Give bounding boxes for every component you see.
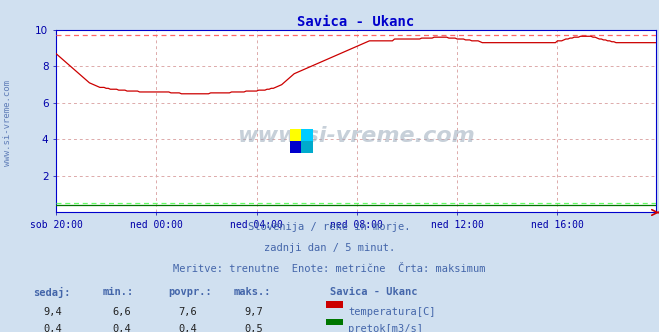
Bar xyxy=(290,129,301,141)
Text: sedaj:: sedaj: xyxy=(33,287,71,298)
Text: 6,6: 6,6 xyxy=(113,307,131,317)
Text: 0,4: 0,4 xyxy=(43,324,62,332)
Text: www.si-vreme.com: www.si-vreme.com xyxy=(237,126,474,146)
Text: Meritve: trenutne  Enote: metrične  Črta: maksimum: Meritve: trenutne Enote: metrične Črta: … xyxy=(173,264,486,274)
Text: zadnji dan / 5 minut.: zadnji dan / 5 minut. xyxy=(264,243,395,253)
Text: 0,5: 0,5 xyxy=(244,324,263,332)
Bar xyxy=(290,141,301,153)
Bar xyxy=(326,301,343,308)
Text: www.si-vreme.com: www.si-vreme.com xyxy=(3,80,13,166)
Text: maks.:: maks.: xyxy=(234,287,272,297)
Text: pretok[m3/s]: pretok[m3/s] xyxy=(348,324,423,332)
Text: min.:: min.: xyxy=(102,287,133,297)
Text: 9,4: 9,4 xyxy=(43,307,62,317)
Bar xyxy=(301,141,313,153)
Text: Slovenija / reke in morje.: Slovenija / reke in morje. xyxy=(248,222,411,232)
Bar xyxy=(326,319,343,325)
Title: Savica - Ukanc: Savica - Ukanc xyxy=(297,15,415,29)
Bar xyxy=(301,129,313,141)
Text: Savica - Ukanc: Savica - Ukanc xyxy=(330,287,417,297)
Text: 0,4: 0,4 xyxy=(113,324,131,332)
Text: 9,7: 9,7 xyxy=(244,307,263,317)
Text: 0,4: 0,4 xyxy=(179,324,197,332)
Text: povpr.:: povpr.: xyxy=(168,287,212,297)
Text: temperatura[C]: temperatura[C] xyxy=(348,307,436,317)
Text: 7,6: 7,6 xyxy=(179,307,197,317)
